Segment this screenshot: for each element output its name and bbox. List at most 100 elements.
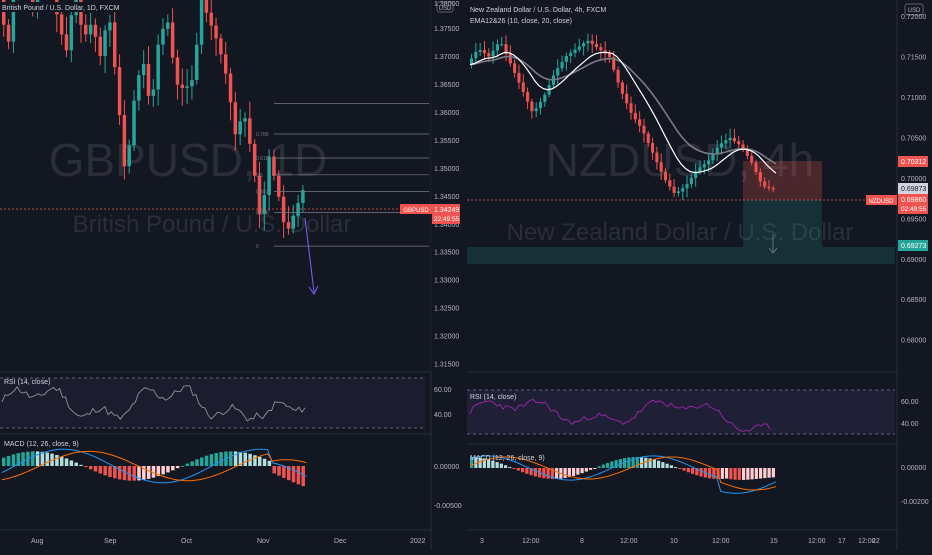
left-watermark-name: British Pound / U.S. Dollar [73,211,352,238]
left-price-tick: 1.36500 [434,82,459,89]
left-candle-body [296,202,300,216]
right-price-ticks: 0.72000 0.71500 0.71000 0.70500 0.70000 0.695… [901,14,926,344]
right-macd-histogram [470,457,775,480]
left-projection-arrow[interactable] [304,217,315,293]
right-candle-body [715,147,719,154]
left-time-axis[interactable]: Aug Sep Oct Nov Dec 2022 [0,529,431,545]
left-macd-bar [142,466,146,480]
right-macd-bar [771,468,775,478]
left-candle-body [146,63,151,96]
left-candle-body [233,102,238,135]
left-candle-body [301,190,305,203]
left-candle-body [103,30,107,56]
left-macd-bar [117,466,122,480]
left-macd-bar [195,459,199,466]
right-candle-body [702,164,706,168]
left-price-tick: 1.34500 [434,194,459,201]
right-price-tick: 0.68500 [901,297,926,304]
left-macd-bar [122,466,127,481]
left-candle-body [175,57,180,85]
right-macd-bar [563,468,567,478]
right-rsi-pane[interactable]: RSI (14, close) 60.00 40.00 [467,371,919,435]
left-macd-bar [166,466,170,473]
right-candle-body [763,181,767,187]
right-price-tick: 0.70500 [901,135,926,142]
left-macd-bar [267,460,272,466]
right-macd-bar [742,468,746,480]
right-position-reward-zone[interactable] [743,200,822,247]
right-candle-body [685,184,689,189]
left-macd-bar [282,466,286,478]
left-macd-bar [296,466,301,485]
left-price-tick: 1.35000 [434,166,459,173]
left-price-tick: 1.32000 [434,334,459,341]
left-candle-body [127,145,131,167]
right-candle-body [521,82,525,93]
right-symbol-tag [866,195,897,205]
left-macd-bar [185,463,190,466]
right-candle-body [517,72,521,83]
left-title-bg [0,2,124,12]
right-candle-body [508,53,512,64]
right-indicator-label: EMA12&26 (10, close, 20, close) [470,18,572,25]
right-main-pane[interactable] [467,0,897,372]
left-price-ticks: 1.37500 1.37000 1.36500 1.36000 1.35500 1.350… [434,26,459,369]
right-candle-body [500,44,504,46]
left-price-tick: 1.38000 [434,1,459,8]
left-candle-body [219,38,223,55]
left-candle-body [228,73,233,103]
right-candle-body [646,133,650,144]
right-macd-bar [767,468,771,478]
right-macd-bar [695,468,699,476]
right-rsi-line [469,398,771,432]
right-time-axis[interactable]: 3 12:00 8 12:00 10 12:00 15 12:00 17 12:… [467,529,897,545]
right-macd-tick-0: 0.00000 [901,465,926,472]
left-candle-body [286,222,291,229]
right-macd-bar [640,457,644,468]
right-currency-box[interactable] [904,3,924,16]
right-target-zone[interactable] [467,247,895,264]
right-ema-tag-text: 0.69873 [901,186,926,193]
right-candle-body [732,137,737,142]
left-macd-bar [253,455,257,466]
left-macd-bar [2,457,6,466]
left-rsi-pane[interactable]: RSI (14, close) 60.00 40.00 [0,371,452,429]
right-candle-body [534,108,538,112]
right-macd-bar [665,463,669,468]
right-target-tag [898,156,928,167]
left-macd-bar [16,453,20,466]
left-macd-bar [103,466,107,476]
left-macd-bar [272,466,276,474]
left-main-pane[interactable] [0,0,430,372]
left-macd-bar [171,466,175,471]
right-candle-body [599,47,603,51]
right-macd-bar [627,457,631,468]
right-projection-arrowhead [768,247,778,254]
right-price-tag-countdown: 02:49:55 [901,206,927,213]
left-rsi-tick-40: 40.00 [434,412,452,419]
right-time-label: 17 [838,538,846,545]
left-price-axis[interactable] [431,0,465,372]
right-macd-bar [720,468,724,479]
right-candle-body [569,52,573,57]
right-time-label: 8 [580,538,584,545]
right-price-tick: 0.69500 [901,216,926,223]
right-macd-bar [754,468,758,479]
left-candle-body [166,22,170,29]
left-candle-body [195,44,199,80]
right-candle-body [719,143,724,148]
right-candle-body [651,143,655,153]
left-currency-box[interactable] [436,1,454,13]
left-candle-body [214,25,218,39]
right-candle-body [582,43,586,47]
left-macd-bar [209,454,214,466]
left-macd-pane[interactable]: MACD (12, 26, close, 9) 0.00000 -0.00500 [0,433,462,510]
left-candle-body [238,121,242,135]
left-fib-level-label: 0.382 [256,190,269,196]
right-macd-bar [652,459,656,468]
right-time-label: 10 [670,538,678,545]
left-macd-bar [35,451,40,466]
right-macd-pane[interactable]: MACD (12, 26, close, 9) 0.00000 -0.00200 [467,443,929,506]
left-macd-bar [243,452,247,466]
